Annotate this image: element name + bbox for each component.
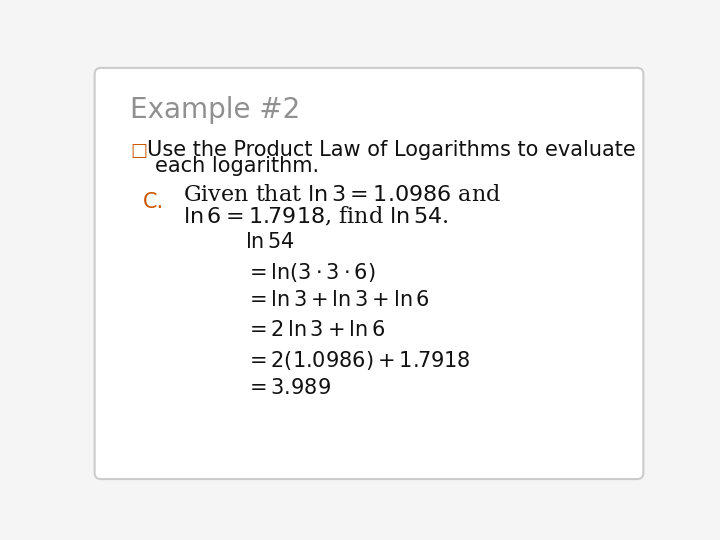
Text: each logarithm.: each logarithm. <box>155 156 319 176</box>
Text: $= 2\,\mathrm{ln}\, 3 + \mathrm{ln}\, 6$: $= 2\,\mathrm{ln}\, 3 + \mathrm{ln}\, 6$ <box>245 320 385 340</box>
Text: C.: C. <box>143 192 164 212</box>
Text: $\mathrm{ln}\, 6 = 1.7918$, find $\mathrm{ln}\, 54$.: $\mathrm{ln}\, 6 = 1.7918$, find $\mathr… <box>183 205 449 228</box>
Text: $\mathrm{ln}\, 54$: $\mathrm{ln}\, 54$ <box>245 232 294 252</box>
Text: Use the Product Law of Logarithms to evaluate: Use the Product Law of Logarithms to eva… <box>147 140 635 160</box>
Text: Example #2: Example #2 <box>130 96 300 124</box>
Text: $= \mathrm{ln}(3 \cdot 3 \cdot 6)$: $= \mathrm{ln}(3 \cdot 3 \cdot 6)$ <box>245 261 376 284</box>
FancyBboxPatch shape <box>94 68 644 479</box>
Text: Given that $\mathrm{ln}\, 3 = 1.0986$ and: Given that $\mathrm{ln}\, 3 = 1.0986$ an… <box>183 184 501 206</box>
Text: $= 2(1.0986) + 1.7918$: $= 2(1.0986) + 1.7918$ <box>245 349 471 372</box>
Text: □: □ <box>130 142 148 160</box>
Text: $= \mathrm{ln}\, 3 + \mathrm{ln}\, 3 + \mathrm{ln}\, 6$: $= \mathrm{ln}\, 3 + \mathrm{ln}\, 3 + \… <box>245 291 430 310</box>
Text: $= 3.989$: $= 3.989$ <box>245 378 331 398</box>
